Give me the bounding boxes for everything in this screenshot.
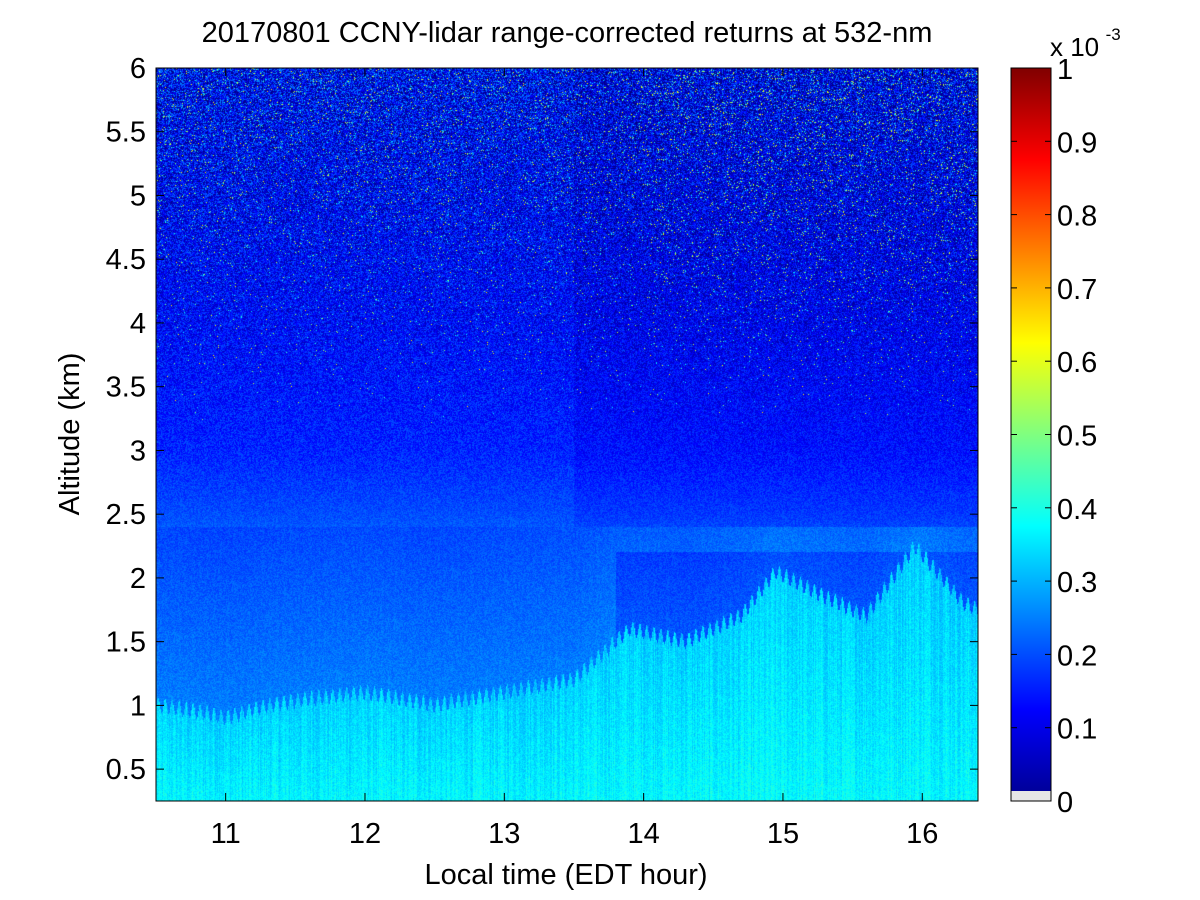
colorbar-tick-label: 0.4 xyxy=(1057,494,1097,526)
x-tick-label: 13 xyxy=(488,818,520,850)
colorbar-tick-label: 0.9 xyxy=(1057,127,1097,159)
x-tick-label: 14 xyxy=(627,818,659,850)
colorbar-gradient xyxy=(1011,68,1051,801)
x-tick-label: 11 xyxy=(211,818,241,850)
x-axis: 11 12 13 14 15 16 xyxy=(211,68,938,850)
colorbar-tick-label: 0.7 xyxy=(1057,274,1097,306)
x-tick-label: 15 xyxy=(767,818,799,850)
colorbar-ticks: 0 0.1 0.2 0.3 0.4 0.5 0.6 0.7 0.8 0.9 1 xyxy=(1011,54,1097,819)
colorbar-multiplier: x 10 -3 xyxy=(1050,25,1121,62)
colorbar-tick-label: 0.8 xyxy=(1057,201,1097,233)
colorbar-tick-label: 0 xyxy=(1057,787,1073,819)
colorbar-tick-label: 0.2 xyxy=(1057,640,1097,672)
chart-title: 20170801 CCNY-lidar range-corrected retu… xyxy=(202,17,933,49)
colorbar-tick-label: 0.5 xyxy=(1057,421,1097,453)
y-tick-label: 3 xyxy=(130,435,146,467)
y-tick-label: 5 xyxy=(130,180,146,212)
y-axis-label: Altitude (km) xyxy=(54,353,86,516)
x-tick-label: 16 xyxy=(906,818,938,850)
y-tick-label: 1.5 xyxy=(106,627,146,659)
colorbar-tick-label: 0.1 xyxy=(1057,714,1097,746)
colorbar-below-range-swatch xyxy=(1011,791,1051,801)
y-tick-label: 0.5 xyxy=(106,754,146,786)
colorbar-multiplier-base: x 10 xyxy=(1050,32,1099,62)
x-tick-label: 12 xyxy=(349,818,381,850)
x-axis-label: Local time (EDT hour) xyxy=(424,859,707,891)
y-tick-label: 5.5 xyxy=(106,117,146,149)
y-tick-label: 1 xyxy=(130,690,146,722)
y-axis: 0.5 1 1.5 2 2.5 3 3.5 4 4.5 5 5.5 6 xyxy=(106,53,978,786)
heatmap-canvas xyxy=(156,68,978,801)
y-tick-label: 4 xyxy=(130,308,146,340)
heatmap-plot-area xyxy=(155,67,979,802)
colorbar-multiplier-exponent: -3 xyxy=(1106,25,1121,44)
y-tick-label: 2 xyxy=(130,563,146,595)
y-tick-label: 4.5 xyxy=(106,244,146,276)
colorbar-tick-label: 0.6 xyxy=(1057,347,1097,379)
plot-frame xyxy=(155,67,979,802)
colorbar-tick-label: 0.3 xyxy=(1057,567,1097,599)
y-tick-label: 3.5 xyxy=(106,372,146,404)
y-tick-label: 2.5 xyxy=(106,499,146,531)
colorbar: 0 0.1 0.2 0.3 0.4 0.5 0.6 0.7 0.8 0.9 1 x 10 -3 xyxy=(1010,25,1121,819)
colorbar-tick-label: 1 xyxy=(1057,54,1073,86)
y-tick-label: 6 xyxy=(130,53,146,85)
